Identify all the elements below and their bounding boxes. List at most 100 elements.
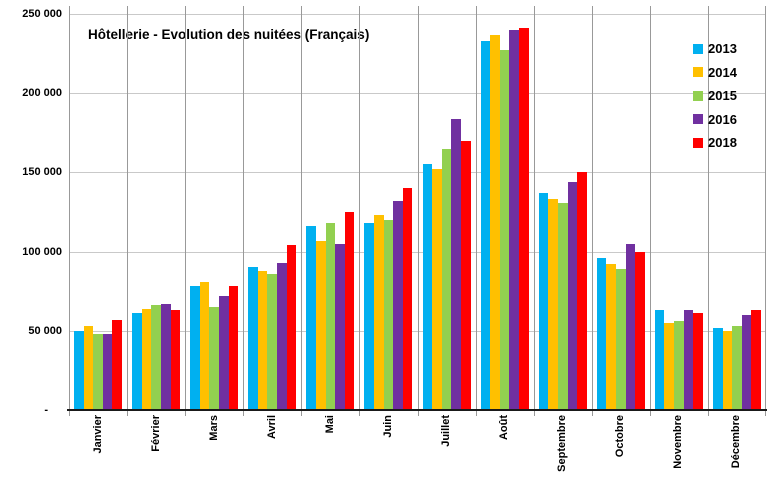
- x-tick-label-janvier: Janvier: [91, 415, 104, 454]
- legend-item-2014: 2014: [693, 61, 737, 85]
- gridline-x-6: [417, 6, 419, 416]
- bar-2014-juillet: [432, 169, 442, 410]
- bar-2013-septembre: [538, 193, 549, 410]
- bar-2018-fevrier: [170, 310, 181, 410]
- legend-item-2013: 2013: [693, 37, 737, 61]
- bar-2016-mai: [335, 243, 345, 410]
- bar-2016-aout: [509, 29, 520, 410]
- gridline-x-5: [359, 6, 361, 416]
- bar-2013-juillet: [422, 164, 433, 410]
- x-tick-label-octobre: Octobre: [614, 415, 627, 458]
- x-tick-decembre: Décembre: [708, 415, 766, 481]
- bar-2016-octobre: [625, 243, 636, 410]
- x-tick-label-juin: Juin: [381, 415, 394, 438]
- chart-title: Hôtellerie - Evolution des nuitées (Fran…: [88, 27, 370, 42]
- bar-2013-novembre: [654, 310, 665, 410]
- bar-2013-fevrier: [132, 313, 142, 410]
- bar-2016-avril: [277, 262, 287, 410]
- gridline-x-2: [185, 6, 187, 416]
- bar-2016-septembre: [567, 181, 578, 410]
- bar-2016-mars: [219, 295, 229, 410]
- bar-2018-mars: [228, 286, 239, 410]
- bar-2015-decembre: [732, 326, 742, 410]
- bar-2013-decembre: [712, 327, 723, 410]
- legend-swatch-2015: [693, 90, 703, 101]
- bar-2015-mai: [325, 223, 336, 410]
- x-tick-juin: Juin: [359, 415, 417, 481]
- bar-2016-juin: [393, 200, 403, 410]
- x-tick-label-septembre: Septembre: [556, 415, 569, 472]
- bar-2013-avril: [248, 267, 258, 410]
- x-tick-aout: Août: [476, 415, 534, 481]
- bar-2016-decembre: [741, 314, 752, 410]
- x-tick-label-novembre: Novembre: [672, 415, 685, 469]
- bar-2018-novembre: [693, 313, 703, 410]
- bar-2014-aout: [490, 34, 500, 410]
- legend-swatch-2016: [693, 114, 703, 125]
- legend-label-2015: 2015: [708, 88, 737, 104]
- x-tick-label-avril: Avril: [265, 415, 278, 440]
- bar-2013-mars: [190, 286, 200, 410]
- bar-2013-mai: [306, 226, 316, 410]
- x-tick-label-aout: Août: [498, 415, 511, 441]
- bar-2014-avril: [257, 270, 268, 410]
- legend-label-2018: 2018: [708, 135, 737, 151]
- bar-2015-juillet: [441, 148, 452, 410]
- x-axis-labels: Janvier Février Mars Avril Mai Juin Juillet Aoû…: [69, 415, 766, 481]
- bar-2016-fevrier: [160, 303, 171, 410]
- y-axis-line: [69, 6, 70, 416]
- bar-2018-mai: [344, 212, 355, 410]
- bar-2014-decembre: [722, 330, 733, 410]
- bar-2014-septembre: [548, 199, 558, 410]
- bar-2014-juin: [374, 215, 384, 410]
- y-tick-label-200000: 200 000: [22, 87, 62, 100]
- bar-2018-octobre: [635, 251, 645, 410]
- bar-2015-mars: [209, 307, 219, 410]
- bar-2016-janvier: [102, 333, 113, 410]
- bar-2013-juin: [364, 223, 375, 410]
- gridline-x-10: [649, 6, 651, 416]
- bar-2015-juin: [383, 219, 394, 410]
- gridline-x-3: [243, 6, 245, 416]
- x-tick-label-mai: Mai: [323, 415, 336, 434]
- y-tick-label-50000: 50 000: [28, 324, 62, 337]
- legend-item-2018: 2018: [693, 131, 737, 155]
- x-tick-label-mars: Mars: [207, 415, 220, 441]
- legend-item-2016: 2016: [693, 108, 737, 132]
- legend-label-2016: 2016: [708, 111, 737, 127]
- legend-swatch-2018: [693, 137, 703, 148]
- bar-2016-novembre: [683, 310, 694, 410]
- y-tick-label-0: -: [44, 404, 48, 416]
- legend: 2013 2014 2015 2016 2018: [693, 37, 737, 155]
- x-tick-label-juillet: Juillet: [440, 415, 452, 447]
- bar-2014-octobre: [606, 264, 616, 410]
- bar-2014-novembre: [664, 322, 675, 410]
- bar-2014-mars: [199, 281, 210, 410]
- x-tick-label-fevrier: Février: [149, 415, 162, 452]
- bar-2013-octobre: [596, 257, 607, 410]
- x-axis-line: [67, 409, 767, 411]
- bar-2015-avril: [267, 273, 278, 410]
- legend-label-2013: 2013: [708, 41, 737, 57]
- gridline-x-12: [765, 6, 766, 416]
- y-tick-label-150000: 150 000: [22, 166, 62, 179]
- gridline-x-9: [591, 6, 593, 416]
- gridline-x-1: [127, 6, 129, 416]
- x-tick-label-decembre: Décembre: [730, 415, 743, 469]
- bar-2014-mai: [315, 240, 326, 410]
- plot-area: [67, 6, 767, 416]
- x-tick-mai: Mai: [301, 415, 359, 481]
- x-tick-octobre: Octobre: [592, 415, 650, 481]
- gridline-x-7: [475, 6, 477, 416]
- gridline-x-11: [707, 6, 709, 416]
- y-tick-label-250000: 250 000: [22, 8, 62, 20]
- bar-2015-octobre: [615, 269, 626, 410]
- x-tick-mars: Mars: [185, 415, 243, 481]
- bar-2016-juillet: [451, 118, 461, 410]
- x-tick-janvier: Janvier: [69, 415, 127, 481]
- bar-2018-decembre: [751, 310, 761, 410]
- x-tick-novembre: Novembre: [650, 415, 708, 481]
- bar-2018-juillet: [460, 140, 471, 410]
- bar-2015-fevrier: [151, 305, 161, 410]
